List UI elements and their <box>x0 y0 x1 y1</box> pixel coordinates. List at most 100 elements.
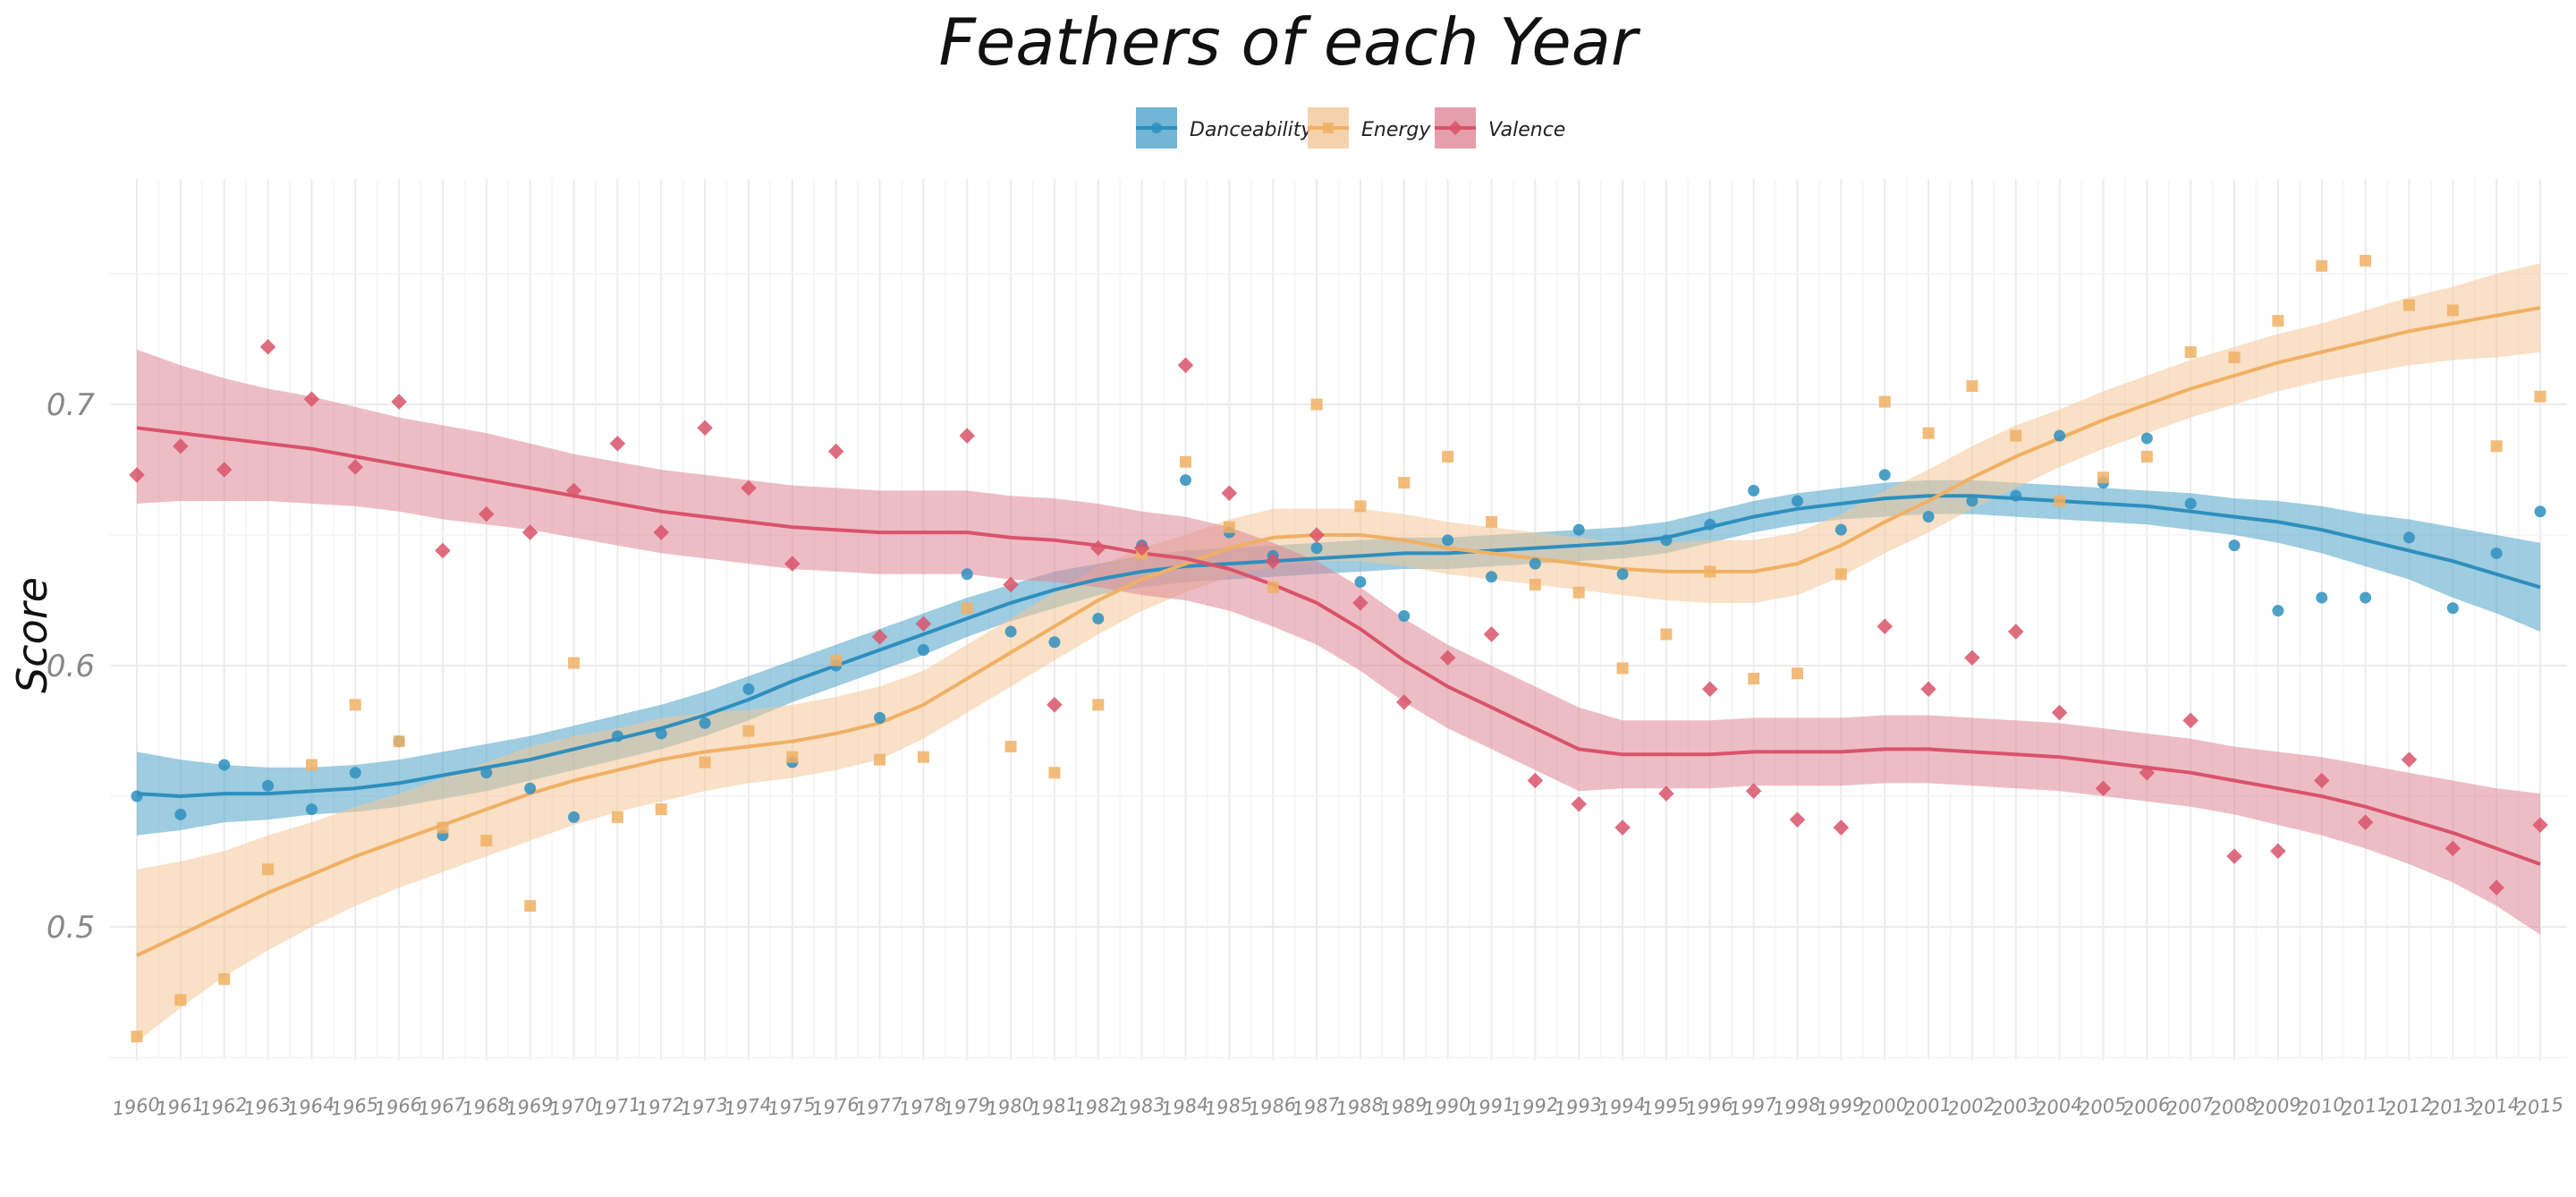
point-valence <box>653 524 670 540</box>
point-valence <box>1309 527 1325 543</box>
point-energy <box>349 699 361 711</box>
point-energy <box>2490 440 2503 453</box>
point-energy <box>874 753 886 766</box>
x-tick-label: 1976 <box>810 1093 860 1119</box>
point-danceability <box>174 808 187 820</box>
point-valence <box>871 629 888 645</box>
point-energy <box>742 725 755 737</box>
x-tick-label: 1997 <box>1728 1093 1778 1120</box>
x-tick-label: 2009 <box>2252 1093 2302 1119</box>
point-valence <box>915 615 932 632</box>
x-tick-label: 1990 <box>1422 1093 1472 1119</box>
x-tick-label: 1994 <box>1597 1093 1647 1119</box>
point-energy <box>1791 667 1803 680</box>
x-tick-label: 1962 <box>199 1093 249 1119</box>
point-danceability <box>611 730 623 743</box>
point-valence <box>1920 681 1936 698</box>
point-energy <box>2010 429 2022 442</box>
x-tick-label: 1964 <box>286 1093 336 1119</box>
x-tick-label: 2010 <box>2296 1093 2346 1119</box>
chart-title: Feathers of each Year <box>938 4 1638 80</box>
point-energy <box>2402 299 2415 311</box>
point-valence <box>1658 785 1674 802</box>
point-energy <box>131 1031 143 1043</box>
legend-item-valence: Valence <box>1435 107 1565 149</box>
x-tick-label: 1989 <box>1378 1093 1428 1119</box>
band-valence <box>137 349 2540 935</box>
point-energy <box>786 751 799 763</box>
point-valence <box>1090 539 1106 556</box>
point-danceability <box>1048 636 1061 649</box>
legend: Danceability Energy Valence <box>1136 107 1565 149</box>
point-valence <box>1571 795 1587 812</box>
point-danceability <box>1704 518 1716 531</box>
point-valence <box>565 482 582 499</box>
point-danceability <box>2010 489 2022 502</box>
point-valence <box>1614 819 1631 836</box>
point-valence <box>1046 697 1063 713</box>
x-tick-label: 1979 <box>942 1093 992 1119</box>
point-danceability <box>1310 542 1323 555</box>
band-energy <box>137 263 2540 1042</box>
x-tick-label: 1965 <box>330 1093 380 1119</box>
point-valence <box>129 467 145 483</box>
point-danceability <box>1572 523 1585 536</box>
x-tick-label: 1978 <box>898 1093 948 1119</box>
point-danceability <box>1442 534 1454 547</box>
point-energy <box>830 654 843 666</box>
point-danceability <box>349 767 361 779</box>
point-danceability <box>1180 474 1192 487</box>
x-tick-label: 1972 <box>636 1093 686 1119</box>
point-valence <box>1701 681 1718 698</box>
smooth-lines <box>136 306 2541 957</box>
x-tick-label: 1998 <box>1772 1093 1822 1119</box>
x-tick-label: 2013 <box>2428 1093 2478 1119</box>
x-tick-label: 1983 <box>1116 1093 1166 1119</box>
point-valence <box>2401 751 2418 768</box>
point-valence <box>1745 783 1762 799</box>
x-tick-label: 1986 <box>1248 1093 1298 1119</box>
x-tick-label: 1969 <box>504 1093 555 1119</box>
point-danceability <box>2184 497 2197 510</box>
x-tick-label: 1993 <box>1554 1093 1604 1119</box>
point-valence <box>2532 817 2548 833</box>
y-axis-ticks: 0.5 0.6 0.7 <box>47 387 95 946</box>
x-tick-label: 1984 <box>1160 1093 1210 1119</box>
point-danceability <box>699 717 711 729</box>
x-tick-label: 2007 <box>2165 1093 2216 1120</box>
x-tick-label: 2011 <box>2340 1093 2390 1119</box>
point-energy <box>1223 521 1235 533</box>
legend-item-energy: Energy <box>1308 107 1431 149</box>
point-energy <box>2316 259 2328 272</box>
point-danceability <box>917 643 929 656</box>
point-energy <box>262 863 275 876</box>
point-valence <box>741 480 757 497</box>
point-energy <box>1835 568 1847 581</box>
point-valence <box>609 436 626 452</box>
point-danceability <box>874 711 886 724</box>
point-danceability <box>568 811 580 823</box>
x-tick-label: 1995 <box>1640 1093 1690 1119</box>
point-danceability <box>1092 612 1105 624</box>
point-energy <box>2184 346 2197 359</box>
point-energy <box>1092 699 1105 711</box>
point-energy <box>1180 455 1192 468</box>
point-danceability <box>131 790 143 802</box>
point-energy <box>655 803 667 816</box>
x-tick-label: 1974 <box>723 1093 773 1119</box>
x-tick-label: 1992 <box>1510 1093 1560 1119</box>
point-valence <box>173 437 189 454</box>
point-energy <box>436 821 449 834</box>
point-valence <box>1789 811 1806 828</box>
point-energy <box>305 759 318 771</box>
point-valence <box>2095 780 2112 797</box>
point-danceability <box>305 803 318 816</box>
point-danceability <box>1835 523 1847 536</box>
point-valence <box>827 443 844 460</box>
point-valence <box>347 459 364 475</box>
point-energy <box>1398 477 1411 489</box>
point-energy <box>1529 578 1541 590</box>
point-energy <box>2140 450 2153 463</box>
point-danceability <box>1966 495 1979 507</box>
